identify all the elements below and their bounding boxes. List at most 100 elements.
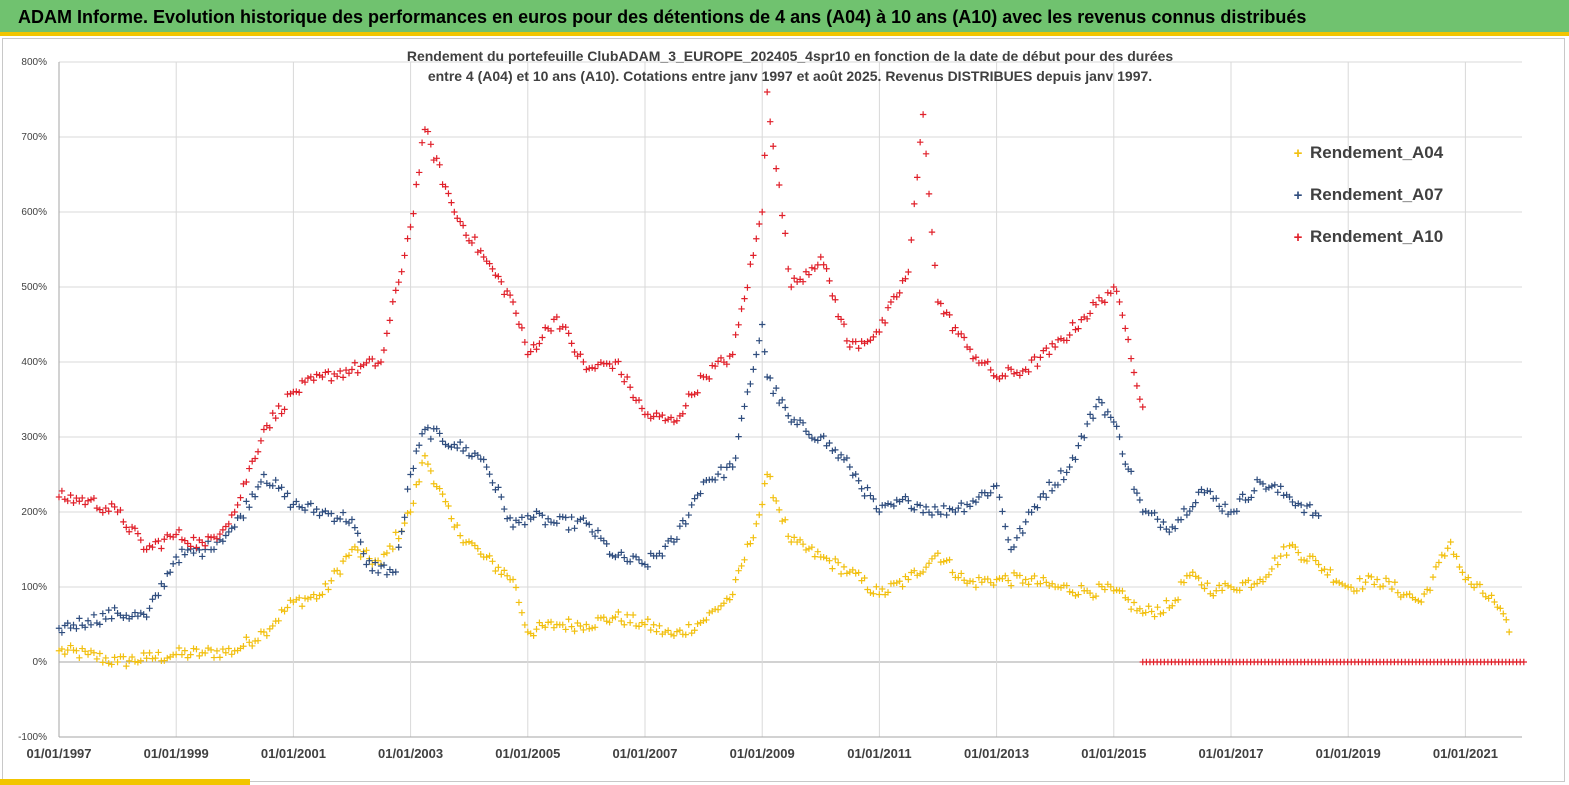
rendement-a10-point — [937, 300, 944, 307]
rendement-a07-point — [304, 501, 312, 508]
rendement-a04-point — [1444, 545, 1451, 552]
rendement-a04-point — [93, 655, 101, 663]
rendement-a10-point — [1005, 364, 1012, 371]
rendement-a04-point — [905, 576, 912, 583]
rendement-a07-point — [1078, 433, 1085, 440]
rendement-a04-point — [670, 632, 678, 639]
rendement-a07-point — [389, 569, 397, 576]
rendement-a04-point — [1435, 559, 1443, 566]
rendement-a10-point — [840, 320, 848, 328]
rendement-a07-point — [753, 351, 760, 358]
rendement-a07-point — [181, 551, 189, 558]
rendement-a04-point — [723, 595, 731, 602]
rendement-a10-point — [251, 455, 259, 462]
rendement-a10-point — [855, 345, 862, 352]
rendement-a07-point — [1054, 481, 1062, 489]
rendement-a07-point — [67, 624, 74, 632]
rendement-a10-point — [735, 321, 742, 329]
rendement-a07-point — [676, 523, 684, 530]
rendement-a07-point — [374, 569, 382, 577]
rendement-a07-point — [363, 561, 370, 568]
rendement-a10-point — [149, 543, 156, 551]
rendement-a10-point — [413, 181, 420, 188]
rendement-a07-point — [172, 553, 180, 561]
rendement-a07-point — [269, 482, 276, 490]
rendement-a07-point — [981, 489, 988, 496]
rendement-a10-point — [1095, 294, 1103, 301]
rendement-a04-point — [1160, 609, 1167, 616]
rendement-a04-point — [1418, 598, 1425, 606]
rendement-a10-point — [958, 330, 965, 338]
rendement-a04-point — [884, 589, 892, 596]
rendement-a10-point — [108, 500, 115, 508]
rendement-a04-point — [638, 619, 646, 626]
rendement-a07-point — [1265, 484, 1273, 491]
rendement-a10-point — [96, 506, 104, 513]
rendement-a10-point — [1098, 297, 1106, 305]
rendement-a07-point — [1172, 525, 1179, 532]
rendement-a07-point — [410, 465, 417, 472]
rendement-a10-point — [817, 253, 824, 261]
rendement-a10-point — [272, 414, 279, 422]
rendement-a04-point — [691, 627, 698, 634]
rendement-a04-point — [1476, 581, 1484, 588]
rendement-a10-point — [392, 287, 399, 294]
rendement-a04-point — [474, 545, 482, 552]
rendement-a07-point — [1215, 503, 1223, 510]
rendement-a10-point — [231, 508, 238, 516]
rendement-a04-point — [1145, 603, 1152, 610]
rendement-a07-point — [260, 471, 268, 478]
rendement-a10-point — [1122, 325, 1129, 332]
rendement-a04-point — [1230, 586, 1238, 593]
rendement-a07-point — [108, 615, 115, 622]
rendement-a07-point — [84, 617, 92, 624]
rendement-a10-point — [990, 372, 997, 379]
rendement-a07-point — [1136, 496, 1144, 504]
rendement-a10-point — [380, 346, 388, 354]
rendement-a04-point — [1245, 577, 1252, 584]
rendement-a04-point — [1412, 596, 1419, 603]
rendement-a10-point — [257, 437, 265, 444]
rendement-a04-point — [418, 459, 426, 467]
rendement-a07-point — [383, 571, 391, 578]
x-tick-label: 01/01/1997 — [26, 746, 91, 761]
rendement-a04-point — [210, 654, 218, 661]
rendement-a10-point — [790, 275, 798, 282]
rendement-a07-point — [1010, 543, 1018, 551]
rendement-a07-point — [972, 498, 980, 506]
rendement-a07-point — [366, 557, 373, 564]
rendement-a07-point — [131, 609, 139, 616]
rendement-a10-point — [254, 448, 262, 455]
rendement-a10-point — [518, 324, 526, 332]
rendement-a07-point — [694, 491, 701, 499]
rendement-a10-point — [281, 406, 288, 413]
rendement-a07-point — [442, 441, 449, 448]
rendement-a04-point — [184, 654, 191, 661]
rendement-a07-point — [73, 625, 80, 632]
rendement-a10-point — [846, 343, 853, 351]
rendement-a07-point — [1295, 500, 1302, 507]
rendement-a07-point — [688, 501, 695, 509]
rendement-a04-point — [1283, 551, 1290, 559]
rendement-a07-point — [287, 504, 294, 511]
rendement-a10-point — [445, 190, 452, 197]
rendement-a04-point — [512, 584, 520, 591]
rendement-a07-point — [93, 619, 101, 627]
rendement-a07-point — [342, 518, 350, 525]
rendement-a10-point — [84, 497, 92, 504]
rendement-a07-point — [1013, 534, 1021, 541]
rendement-a04-point — [102, 654, 109, 662]
rendement-a10-point — [152, 538, 159, 545]
rendement-a04-point — [486, 552, 493, 560]
rendement-a04-point — [498, 571, 505, 578]
rendement-a07-point — [1224, 510, 1232, 518]
rendement-a10-point — [533, 346, 540, 353]
rendement-a07-point — [1110, 418, 1117, 426]
rendement-a04-point — [902, 573, 909, 580]
rendement-a04-point — [732, 576, 739, 583]
rendement-a10-point — [823, 265, 830, 272]
rendement-a07-point — [1075, 442, 1082, 449]
rendement-a07-point — [987, 489, 994, 497]
rendement-a07-point — [820, 432, 827, 440]
rendement-a07-point — [518, 514, 526, 521]
